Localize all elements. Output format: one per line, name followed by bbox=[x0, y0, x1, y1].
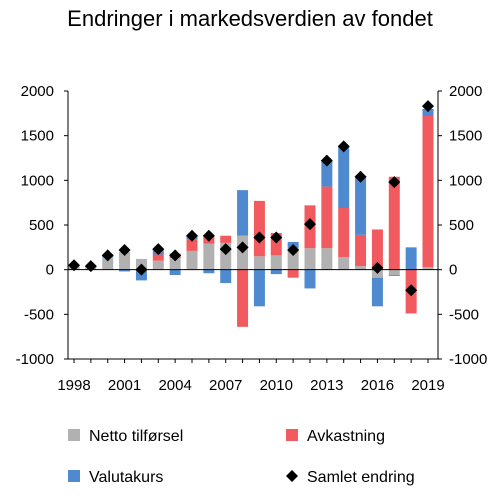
total-marker bbox=[287, 244, 300, 257]
bar-avkastning bbox=[371, 229, 383, 270]
bar-netto bbox=[388, 269, 400, 276]
y-tick-label-right: -1000 bbox=[449, 351, 487, 368]
total-marker bbox=[84, 260, 97, 273]
total-marker bbox=[236, 241, 249, 254]
legend-swatch-samlet bbox=[286, 470, 298, 482]
bar-avkastning bbox=[237, 269, 249, 327]
bar-netto bbox=[186, 250, 198, 270]
x-tick-label: 2004 bbox=[158, 377, 191, 394]
bar-valutakurs bbox=[388, 275, 400, 276]
total-marker bbox=[371, 261, 384, 274]
bar-avkastning bbox=[152, 254, 164, 261]
y-tick-label-right: 0 bbox=[449, 262, 457, 279]
legend-label-samlet: Samlet endring bbox=[307, 469, 415, 486]
total-marker bbox=[186, 229, 198, 242]
bar-valutakurs bbox=[119, 269, 131, 272]
y-tick-label-left: 500 bbox=[29, 217, 54, 234]
total-marker bbox=[270, 231, 283, 244]
bar-valutakurs bbox=[338, 147, 350, 209]
y-tick-label-right: 2000 bbox=[449, 83, 482, 100]
y-tick-label-left: 0 bbox=[46, 262, 54, 279]
bar-netto bbox=[169, 258, 181, 270]
x-tick-label: 2013 bbox=[310, 377, 343, 394]
chart-title: Endringer i markedsverdien av fondet bbox=[67, 6, 433, 31]
bar-avkastning bbox=[321, 186, 333, 249]
total-marker bbox=[101, 249, 114, 262]
x-tick-label: 2010 bbox=[260, 377, 293, 394]
bar-valutakurs bbox=[355, 176, 367, 235]
total-marker bbox=[169, 249, 182, 262]
bar-valutakurs bbox=[237, 190, 249, 236]
y-tick-label-left: -1000 bbox=[16, 351, 54, 368]
bar-netto bbox=[152, 260, 164, 270]
y-tick-label-right: 1000 bbox=[449, 172, 482, 189]
total-marker bbox=[304, 218, 316, 231]
bar-valutakurs bbox=[220, 269, 232, 284]
x-tick-label: 2016 bbox=[361, 377, 394, 394]
x-tick-label: 2019 bbox=[411, 377, 444, 394]
y-tick-label-left: 1500 bbox=[21, 128, 54, 145]
bar-netto bbox=[422, 266, 434, 270]
bar-valutakurs bbox=[304, 269, 316, 289]
total-marker bbox=[337, 140, 350, 153]
bar-avkastning bbox=[355, 234, 367, 267]
bar-netto bbox=[338, 257, 350, 270]
total-marker bbox=[405, 284, 418, 297]
bar-valutakurs bbox=[405, 247, 417, 270]
bar-avkastning bbox=[270, 233, 282, 256]
bar-valutakurs bbox=[422, 108, 434, 117]
bar-netto bbox=[304, 248, 316, 270]
total-marker bbox=[219, 243, 232, 256]
y-tick-label-right: -500 bbox=[449, 306, 479, 323]
legend-label-avkastning: Avkastning bbox=[307, 428, 385, 445]
bar-netto bbox=[321, 248, 333, 270]
total-marker bbox=[135, 263, 148, 276]
total-marker bbox=[388, 176, 401, 189]
bar-valutakurs bbox=[203, 269, 215, 274]
total-marker bbox=[354, 170, 367, 183]
bar-valutakurs bbox=[321, 160, 333, 187]
total-marker bbox=[422, 100, 434, 113]
bar-netto bbox=[355, 266, 367, 270]
legend-swatch-valutakurs bbox=[68, 470, 80, 482]
bar-avkastning bbox=[253, 200, 265, 257]
bar-avkastning bbox=[186, 239, 198, 251]
legend-label-valutakurs: Valutakurs bbox=[89, 469, 163, 486]
y-tick-label-left: 2000 bbox=[21, 83, 54, 100]
bar-netto bbox=[253, 256, 265, 270]
x-tick-label: 1998 bbox=[57, 377, 90, 394]
bar-valutakurs bbox=[270, 269, 282, 275]
bar-avkastning bbox=[338, 208, 350, 258]
bar-avkastning bbox=[388, 176, 400, 270]
bar-avkastning bbox=[287, 269, 299, 278]
y-tick-label-left: 1000 bbox=[21, 172, 54, 189]
legend-swatch-avkastning bbox=[286, 429, 298, 441]
bar-valutakurs bbox=[371, 277, 383, 307]
total-marker bbox=[68, 259, 80, 272]
bar-valutakurs bbox=[169, 269, 181, 276]
bar-netto bbox=[287, 248, 299, 270]
legend-swatch-netto bbox=[68, 429, 80, 441]
bar-valutakurs bbox=[253, 269, 265, 307]
bar-netto bbox=[102, 257, 114, 270]
x-tick-label: 2007 bbox=[209, 377, 242, 394]
bar-netto bbox=[270, 255, 282, 270]
total-marker bbox=[253, 231, 266, 244]
total-marker bbox=[202, 229, 215, 242]
bar-avkastning bbox=[422, 116, 434, 267]
y-tick-label-right: 1500 bbox=[449, 128, 482, 145]
bar-netto bbox=[203, 243, 215, 270]
total-marker bbox=[320, 154, 333, 167]
total-marker bbox=[152, 243, 165, 256]
x-tick-label: 2001 bbox=[108, 377, 141, 394]
legend-label-netto: Netto tilførsel bbox=[89, 428, 183, 445]
y-tick-label-right: 500 bbox=[449, 217, 474, 234]
bar-netto bbox=[220, 242, 232, 270]
total-marker bbox=[118, 244, 131, 257]
bar-avkastning bbox=[220, 235, 232, 243]
bar-netto bbox=[119, 251, 131, 270]
y-tick-label-left: -500 bbox=[24, 306, 54, 323]
